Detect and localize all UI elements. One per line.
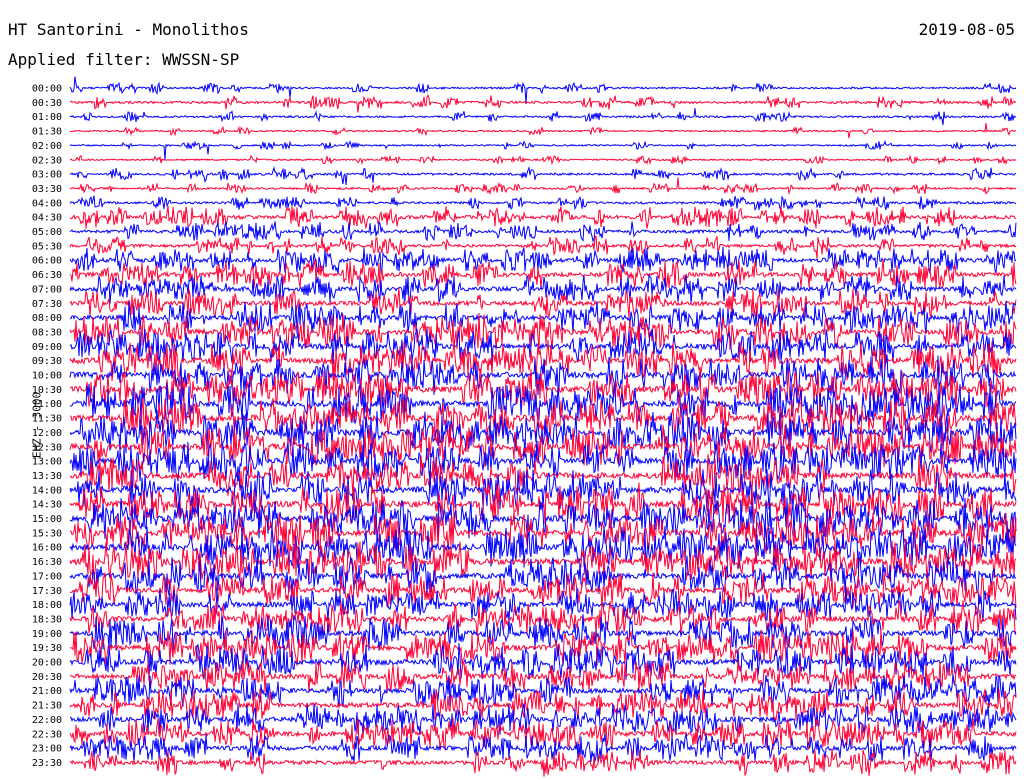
trace-row — [69, 703, 1017, 736]
filter-value: WWSSN-SP — [162, 50, 240, 69]
y-tick-label: 00:30 — [32, 98, 62, 109]
trace-row — [69, 259, 1017, 290]
record-date: 2019-08-05 — [918, 20, 1015, 39]
trace-row — [69, 614, 1017, 652]
y-tick-label: 21:00 — [32, 686, 62, 697]
trace-row — [69, 154, 1017, 166]
y-tick-label: 12:00 — [32, 428, 62, 439]
y-tick-label: 01:00 — [32, 112, 62, 123]
trace-row — [69, 511, 1017, 555]
trace-row — [69, 177, 1017, 196]
y-tick-label: 03:30 — [32, 184, 62, 195]
trace-row — [69, 659, 1017, 693]
trace-row — [69, 195, 1017, 212]
trace-row — [69, 140, 1017, 160]
trace-row — [69, 382, 1017, 425]
y-tick-label: 00:00 — [32, 84, 62, 95]
y-tick-label: 07:30 — [32, 299, 62, 310]
y-tick-label: 15:00 — [32, 514, 62, 525]
trace-row — [69, 300, 1017, 335]
trace-row — [69, 354, 1017, 396]
trace-row — [69, 539, 1017, 584]
trace-group — [69, 76, 1017, 777]
trace-row — [69, 165, 1017, 186]
y-tick-label: 02:00 — [32, 141, 62, 152]
station-title: HT Santorini - Monolithos — [8, 20, 249, 39]
trace-row — [69, 108, 1017, 126]
y-tick-label: 22:30 — [32, 729, 62, 740]
y-tick-label: 07:00 — [32, 284, 62, 295]
y-tick-label: 10:30 — [32, 385, 62, 396]
y-tick-label: 05:30 — [32, 241, 62, 252]
y-tick-label: 09:00 — [32, 342, 62, 353]
y-tick-label: 17:00 — [32, 571, 62, 582]
trace-row — [69, 600, 1017, 638]
trace-row — [69, 93, 1017, 113]
y-tick-label: 14:30 — [32, 500, 62, 511]
trace-row — [69, 453, 1017, 498]
y-tick-label: 19:00 — [32, 629, 62, 640]
trace-row — [69, 274, 1017, 305]
trace-row — [69, 497, 1017, 541]
tick-label-group: 00:00 00:30 01:00 01:30 02:00 02:30 03:00 03:30… — [32, 84, 62, 769]
trace-row — [69, 587, 1017, 622]
filter-label: Applied filter: — [8, 50, 153, 69]
trace-row — [69, 748, 1017, 777]
y-tick-label: 09:30 — [32, 356, 62, 367]
trace-row — [69, 205, 1017, 229]
trace-row — [69, 440, 1017, 482]
y-tick-label: 06:00 — [32, 256, 62, 267]
y-tick-label: 05:00 — [32, 227, 62, 238]
y-tick-label: 10:00 — [32, 371, 62, 382]
y-tick-label: 22:00 — [32, 715, 62, 726]
trace-row — [69, 76, 1017, 104]
y-tick-label: 08:30 — [32, 327, 62, 338]
y-tick-label: 12:30 — [32, 442, 62, 453]
y-tick-label: 19:30 — [32, 643, 62, 654]
y-tick-label: 23:30 — [32, 758, 62, 769]
trace-row — [69, 328, 1017, 366]
y-tick-label: 18:30 — [32, 614, 62, 625]
y-tick-label: 08:00 — [32, 313, 62, 324]
y-tick-label: 02:30 — [32, 155, 62, 166]
trace-row — [69, 717, 1017, 751]
y-tick-label: 20:00 — [32, 658, 62, 669]
trace-row — [69, 235, 1017, 259]
trace-row — [69, 688, 1017, 722]
trace-row — [69, 221, 1017, 243]
y-tick-label: 06:30 — [32, 270, 62, 281]
y-tick-label: 14:00 — [32, 485, 62, 496]
trace-row — [69, 288, 1017, 319]
trace-row — [69, 122, 1017, 139]
y-tick-label: 16:00 — [32, 543, 62, 554]
y-tick-label: 18:00 — [32, 600, 62, 611]
y-tick-label: 03:00 — [32, 170, 62, 181]
trace-row — [69, 312, 1017, 351]
y-tick-label: 13:30 — [32, 471, 62, 482]
y-tick-label: 15:30 — [32, 528, 62, 539]
trace-row — [69, 525, 1017, 569]
y-tick-label: 11:00 — [32, 399, 62, 410]
y-tick-label: 23:00 — [32, 744, 62, 755]
y-tick-label: 11:30 — [32, 414, 62, 425]
trace-row — [69, 643, 1017, 681]
trace-row — [69, 482, 1017, 526]
trace-row — [69, 733, 1017, 763]
filter-line: Applied filter: WWSSN-SP — [8, 51, 239, 69]
y-tick-label: 17:30 — [32, 586, 62, 597]
y-tick-label: 16:30 — [32, 557, 62, 568]
y-tick-label: 21:30 — [32, 701, 62, 712]
y-tick-label: 13:00 — [32, 457, 62, 468]
y-tick-label: 20:30 — [32, 672, 62, 683]
y-tick-label: 04:00 — [32, 198, 62, 209]
trace-row — [69, 674, 1017, 708]
trace-row — [69, 246, 1017, 275]
y-tick-label: 04:30 — [32, 213, 62, 224]
y-tick-label: 01:30 — [32, 127, 62, 138]
